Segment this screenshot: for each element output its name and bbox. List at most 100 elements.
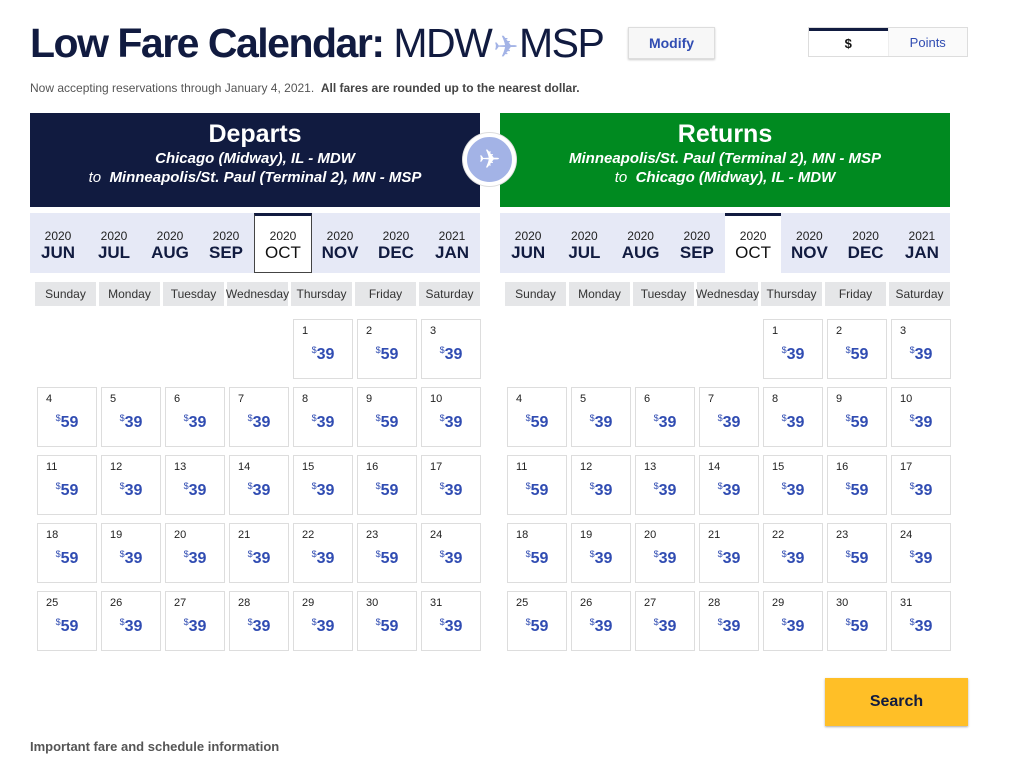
price-value: 39	[444, 346, 463, 363]
points-tab[interactable]: Points	[887, 28, 967, 56]
day-cell[interactable]: 7 $39	[699, 387, 759, 447]
month-tab-jan[interactable]: 2021 JAN	[424, 213, 480, 273]
day-cell[interactable]: 18 $59	[507, 523, 567, 583]
currency-symbol: $	[119, 413, 125, 423]
day-cell[interactable]: 10 $39	[891, 387, 951, 447]
day-cell[interactable]: 25 $59	[507, 591, 567, 651]
day-cell[interactable]: 31 $39	[891, 591, 951, 651]
price-value: 39	[658, 550, 677, 567]
fare-price: $39	[294, 413, 352, 432]
day-cell[interactable]: 14 $39	[229, 455, 289, 515]
day-cell[interactable]: 5 $39	[101, 387, 161, 447]
month-year: 2020	[382, 229, 410, 243]
day-cell[interactable]: 5 $39	[571, 387, 631, 447]
fare-info-link[interactable]: Important fare and schedule information	[30, 739, 280, 754]
day-cell[interactable]: 18 $59	[37, 523, 97, 583]
month-tab-nov[interactable]: 2020 NOV	[781, 213, 837, 273]
day-cell[interactable]: 29 $39	[763, 591, 823, 651]
day-cell[interactable]: 9 $59	[827, 387, 887, 447]
month-tab-aug[interactable]: 2020 AUG	[142, 213, 198, 273]
day-cell[interactable]: 28 $39	[229, 591, 289, 651]
day-cell[interactable]: 22 $39	[293, 523, 353, 583]
day-cell[interactable]: 30 $59	[357, 591, 417, 651]
day-cell[interactable]: 27 $39	[635, 591, 695, 651]
day-cell[interactable]: 25 $59	[37, 591, 97, 651]
day-cell[interactable]: 10 $39	[421, 387, 481, 447]
day-cell[interactable]: 19 $39	[101, 523, 161, 583]
day-cell[interactable]: 15 $39	[763, 455, 823, 515]
currency-symbol: $	[375, 549, 381, 559]
day-cell[interactable]: 4 $59	[507, 387, 567, 447]
month-year: 2020	[212, 229, 240, 243]
dollars-tab[interactable]: $	[809, 28, 888, 56]
day-cell[interactable]: 3 $39	[421, 319, 481, 379]
price-value: 59	[60, 550, 79, 567]
day-cell[interactable]: 24 $39	[891, 523, 951, 583]
day-cell[interactable]: 15 $39	[293, 455, 353, 515]
day-cell[interactable]: 16 $59	[357, 455, 417, 515]
day-cell[interactable]: 14 $39	[699, 455, 759, 515]
day-cell[interactable]: 1 $39	[763, 319, 823, 379]
day-cell[interactable]: 23 $59	[827, 523, 887, 583]
day-cell[interactable]: 17 $39	[891, 455, 951, 515]
day-cell[interactable]: 2 $59	[357, 319, 417, 379]
day-cell[interactable]: 11 $59	[507, 455, 567, 515]
day-cell[interactable]: 7 $39	[229, 387, 289, 447]
day-cell[interactable]: 9 $59	[357, 387, 417, 447]
day-cell[interactable]: 20 $39	[635, 523, 695, 583]
day-cell[interactable]: 12 $39	[101, 455, 161, 515]
price-value: 59	[60, 414, 79, 431]
fare-price: $59	[508, 413, 566, 432]
month-tab-jun[interactable]: 2020 JUN	[30, 213, 86, 273]
day-cell[interactable]: 20 $39	[165, 523, 225, 583]
month-tab-dec[interactable]: 2020 DEC	[368, 213, 424, 273]
month-tab-oct[interactable]: 2020 OCT	[254, 213, 312, 273]
fare-price: $59	[38, 617, 96, 636]
month-tab-jun[interactable]: 2020 JUN	[500, 213, 556, 273]
day-cell[interactable]: 4 $59	[37, 387, 97, 447]
day-cell[interactable]: 31 $39	[421, 591, 481, 651]
modify-button[interactable]: Modify	[628, 27, 715, 59]
day-cell[interactable]: 24 $39	[421, 523, 481, 583]
day-cell[interactable]: 21 $39	[229, 523, 289, 583]
month-tab-jan[interactable]: 2021 JAN	[894, 213, 950, 273]
day-cell[interactable]: 11 $59	[37, 455, 97, 515]
month-tab-dec[interactable]: 2020 DEC	[838, 213, 894, 273]
day-cell[interactable]: 28 $39	[699, 591, 759, 651]
day-cell[interactable]: 3 $39	[891, 319, 951, 379]
title-label: Low Fare Calendar:	[30, 20, 385, 66]
day-cell[interactable]: 29 $39	[293, 591, 353, 651]
day-cell[interactable]: 26 $39	[101, 591, 161, 651]
month-tab-aug[interactable]: 2020 AUG	[613, 213, 669, 273]
month-tab-oct[interactable]: 2020 OCT	[725, 213, 782, 273]
currency-symbol: $	[183, 481, 189, 491]
day-cell[interactable]: 30 $59	[827, 591, 887, 651]
day-cell[interactable]: 13 $39	[635, 455, 695, 515]
day-cell[interactable]: 19 $39	[571, 523, 631, 583]
day-cell[interactable]: 1 $39	[293, 319, 353, 379]
day-cell[interactable]: 6 $39	[635, 387, 695, 447]
month-tab-nov[interactable]: 2020 NOV	[312, 213, 368, 273]
day-cell[interactable]: 17 $39	[421, 455, 481, 515]
returns-panel: Returns Minneapolis/St. Paul (Terminal 2…	[500, 113, 951, 651]
currency-symbol: $	[525, 481, 531, 491]
day-cell[interactable]: 23 $59	[357, 523, 417, 583]
day-cell[interactable]: 8 $39	[763, 387, 823, 447]
day-cell[interactable]: 6 $39	[165, 387, 225, 447]
month-tab-jul[interactable]: 2020 JUL	[556, 213, 612, 273]
day-cell[interactable]: 13 $39	[165, 455, 225, 515]
month-tab-sep[interactable]: 2020 SEP	[669, 213, 725, 273]
day-cell[interactable]: 26 $39	[571, 591, 631, 651]
search-button[interactable]: Search	[825, 678, 968, 726]
day-cell[interactable]: 8 $39	[293, 387, 353, 447]
month-tab-jul[interactable]: 2020 JUL	[86, 213, 142, 273]
day-cell[interactable]: 16 $59	[827, 455, 887, 515]
month-year: 2020	[514, 229, 542, 243]
day-cell[interactable]: 21 $39	[699, 523, 759, 583]
day-cell[interactable]: 27 $39	[165, 591, 225, 651]
day-cell[interactable]: 12 $39	[571, 455, 631, 515]
day-cell[interactable]: 22 $39	[763, 523, 823, 583]
price-value: 59	[380, 482, 399, 499]
month-tab-sep[interactable]: 2020 SEP	[198, 213, 254, 273]
day-cell[interactable]: 2 $59	[827, 319, 887, 379]
